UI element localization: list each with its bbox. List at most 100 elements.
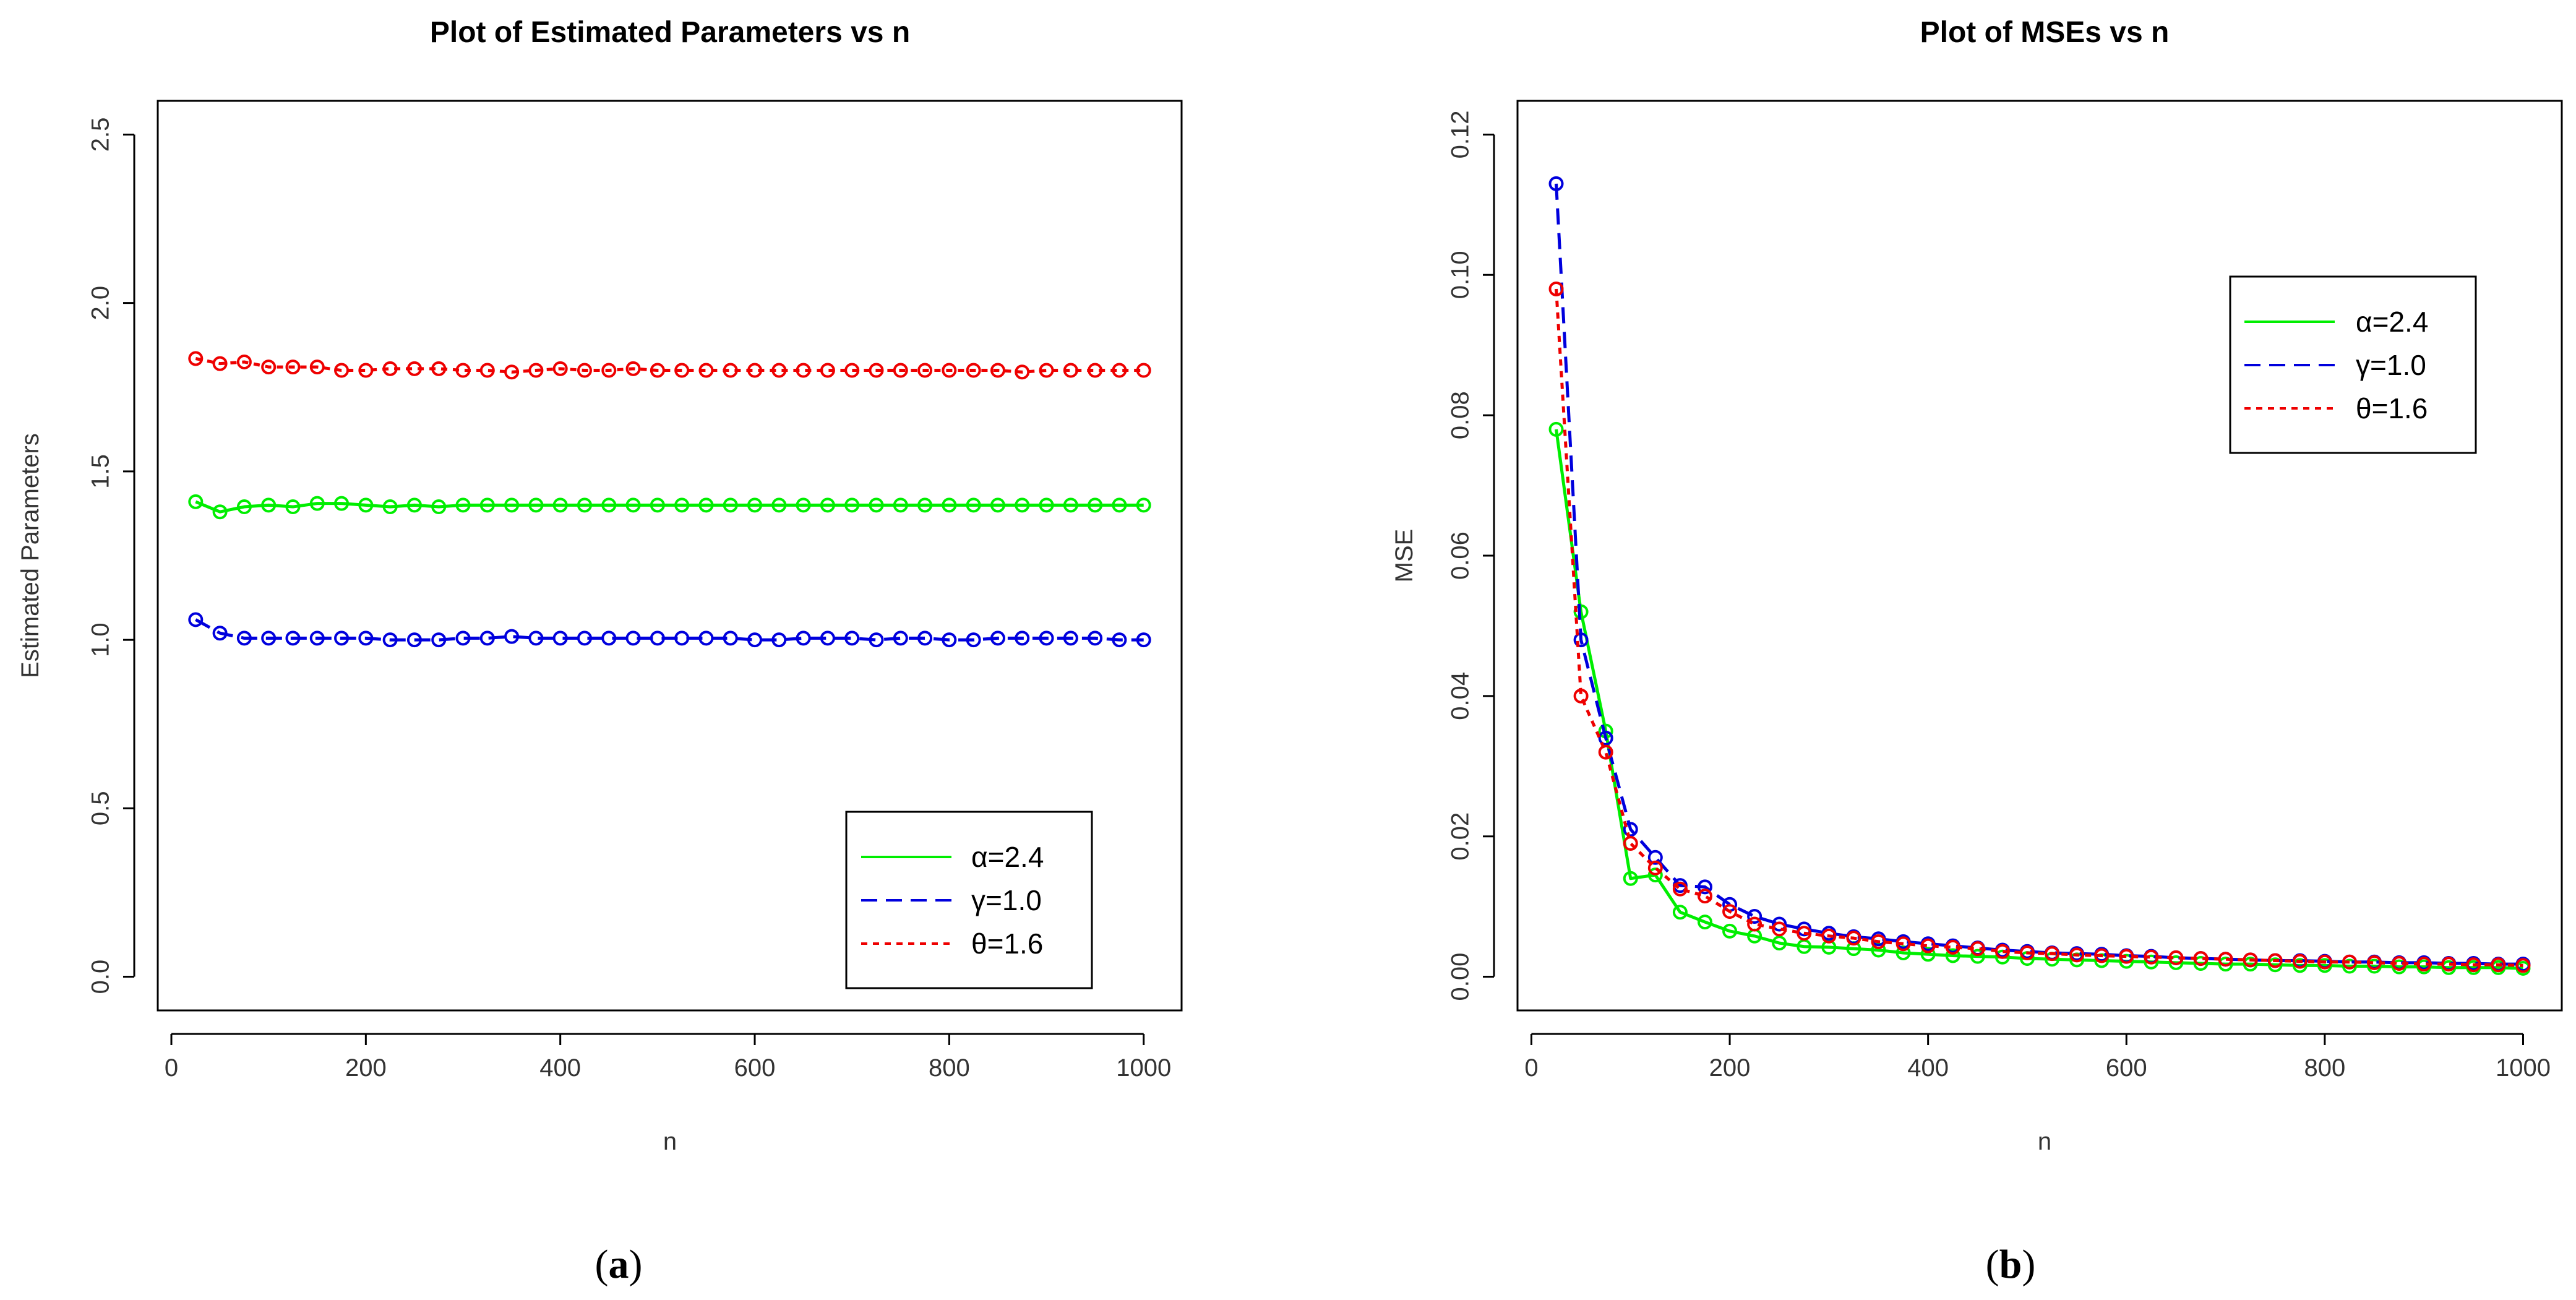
chart-b-alpha-point	[1623, 871, 1638, 886]
chart-a-gamma-point	[723, 631, 738, 646]
chart-a-gamma-point	[1112, 632, 1127, 648]
chart-a-theta-point	[917, 363, 933, 378]
x-tick-label: 0	[1524, 1054, 1538, 1082]
y-tick-label: 0.00	[1447, 953, 1474, 1001]
chart-b-theta-point	[2069, 947, 2085, 963]
chart-a-alpha-point	[431, 499, 447, 515]
chart-a-theta-point	[723, 363, 738, 378]
x-tick-label: 400	[539, 1054, 581, 1082]
chart-b-legend-box	[2229, 275, 2477, 454]
chart-a-alpha-point	[528, 497, 544, 513]
chart-b-theta-point	[1722, 904, 1738, 919]
chart-b-alpha-point	[1647, 867, 1663, 883]
chart-a-gamma-point	[1015, 631, 1030, 646]
chart-a-gamma-point	[479, 631, 495, 646]
chart-a-theta-point	[261, 359, 277, 375]
chart-a-alpha-point	[723, 497, 738, 513]
chart-b-alpha-point	[2267, 957, 2283, 973]
chart-a-theta-point	[893, 363, 908, 378]
chart-a-theta-point	[212, 356, 228, 371]
chart-b-theta-point	[2491, 957, 2506, 973]
y-tick-label: 0.08	[1447, 391, 1474, 439]
chart-a-theta-point	[966, 363, 981, 378]
chart-b-alpha-point	[1970, 949, 1985, 964]
chart-a-theta-point	[650, 363, 665, 378]
chart-a-gamma-point	[698, 631, 714, 646]
x-tick-label: 200	[1709, 1054, 1751, 1082]
chart-b-theta-point	[2243, 952, 2258, 968]
chart-b-gamma-point	[1623, 822, 1638, 837]
chart-a-gamma-point	[309, 631, 325, 646]
chart-a-alpha-point	[406, 497, 422, 513]
chart-b-theta-point	[2193, 951, 2209, 966]
y-tick-label: 0.10	[1447, 251, 1474, 299]
chart-b-series-alpha	[1548, 421, 2531, 976]
chart-a-theta-point	[674, 363, 690, 378]
chart-b-theta-point	[1797, 926, 1812, 941]
chart-b-alpha-point	[2168, 955, 2184, 970]
chart-a-theta-point	[942, 363, 957, 378]
chart-a-theta-point	[406, 361, 422, 376]
chart-b-y-axis-label: MSE	[1391, 529, 1418, 583]
chart-b-plot-frame	[1516, 100, 2563, 1012]
chart-b-gamma-point	[1573, 632, 1589, 648]
chart-b-title: Plot of MSEs vs n	[1920, 16, 2170, 49]
chart-a-theta-point	[431, 361, 447, 376]
chart-b-theta-point	[2045, 946, 2060, 962]
chart-a-theta-point	[698, 363, 714, 378]
chart-a-alpha-point	[893, 497, 908, 513]
chart-a-alpha-point	[1039, 497, 1054, 513]
chart-b-theta-point	[1920, 938, 1936, 953]
chart-b-alpha-point	[2342, 958, 2357, 974]
chart-b-alpha-point	[2144, 954, 2159, 970]
x-tick-label: 800	[2304, 1054, 2345, 1082]
y-tick-label: 0.02	[1447, 812, 1474, 861]
chart-b-alpha-point	[2218, 957, 2233, 972]
chart-a-gamma-point	[406, 632, 422, 648]
y-tick-label: 0.04	[1447, 672, 1474, 720]
chart-b-alpha-point	[2292, 958, 2308, 973]
chart-a-gamma-point	[747, 632, 763, 648]
chart-b-alpha-point	[1722, 923, 1738, 939]
chart-a-gamma-point	[650, 631, 665, 646]
chart-b-theta-point	[2144, 949, 2159, 965]
chart-b-theta-point	[1945, 939, 1960, 955]
chart-b-theta-point	[2119, 949, 2134, 964]
chart-a-series	[188, 351, 1151, 648]
chart-b-theta-point	[2441, 957, 2457, 972]
chart-b-theta-point	[2292, 953, 2308, 969]
y-tick-label: 0.06	[1447, 532, 1474, 580]
chart-a-alpha-point	[334, 496, 350, 511]
chart-b-theta-point	[2168, 950, 2184, 965]
chart-b-theta-point	[2515, 958, 2531, 973]
x-tick-label: 1000	[1116, 1054, 1171, 1082]
chart-b-y-axis: 0.00 0.02 0.04 0.06 0.08 0.10 0.12	[1447, 111, 1495, 1001]
chart-a-alpha-point	[504, 497, 520, 513]
panel-a: Plot of Estimated Parameters vs n 0 200 40…	[17, 16, 1183, 1287]
chart-a-alpha-point	[212, 504, 228, 520]
chart-b-alpha-point	[2243, 957, 2258, 972]
chart-a-alpha-point	[869, 497, 884, 513]
chart-a-gamma-point	[1039, 631, 1054, 646]
chart-b-theta-point	[1672, 881, 1688, 897]
chart-b-theta-point	[1598, 744, 1613, 760]
chart-a-alpha-point	[698, 497, 714, 513]
chart-a-theta-point	[309, 359, 325, 375]
chart-a-gamma-line	[195, 618, 1144, 642]
chart-b-theta-point	[1970, 941, 1985, 957]
chart-a-gamma-point	[844, 631, 860, 646]
chart-a-gamma-point	[261, 631, 277, 646]
chart-a-alpha-line	[195, 500, 1144, 514]
x-tick-label: 600	[2106, 1054, 2147, 1082]
chart-a-plot-frame	[157, 100, 1183, 1012]
chart-a-series-alpha	[188, 494, 1151, 520]
chart-a-gamma-point	[771, 632, 787, 648]
chart-a-theta-point	[1039, 363, 1054, 378]
chart-b-gamma-point	[1548, 176, 1564, 191]
chart-a-alpha-point	[747, 497, 763, 513]
chart-a-caption-letter: a	[609, 1242, 629, 1287]
x-tick-label: 600	[734, 1054, 776, 1082]
chart-a-gamma-point	[869, 632, 884, 648]
chart-a-theta-point	[382, 361, 398, 376]
x-tick-label: 400	[1907, 1054, 1949, 1082]
